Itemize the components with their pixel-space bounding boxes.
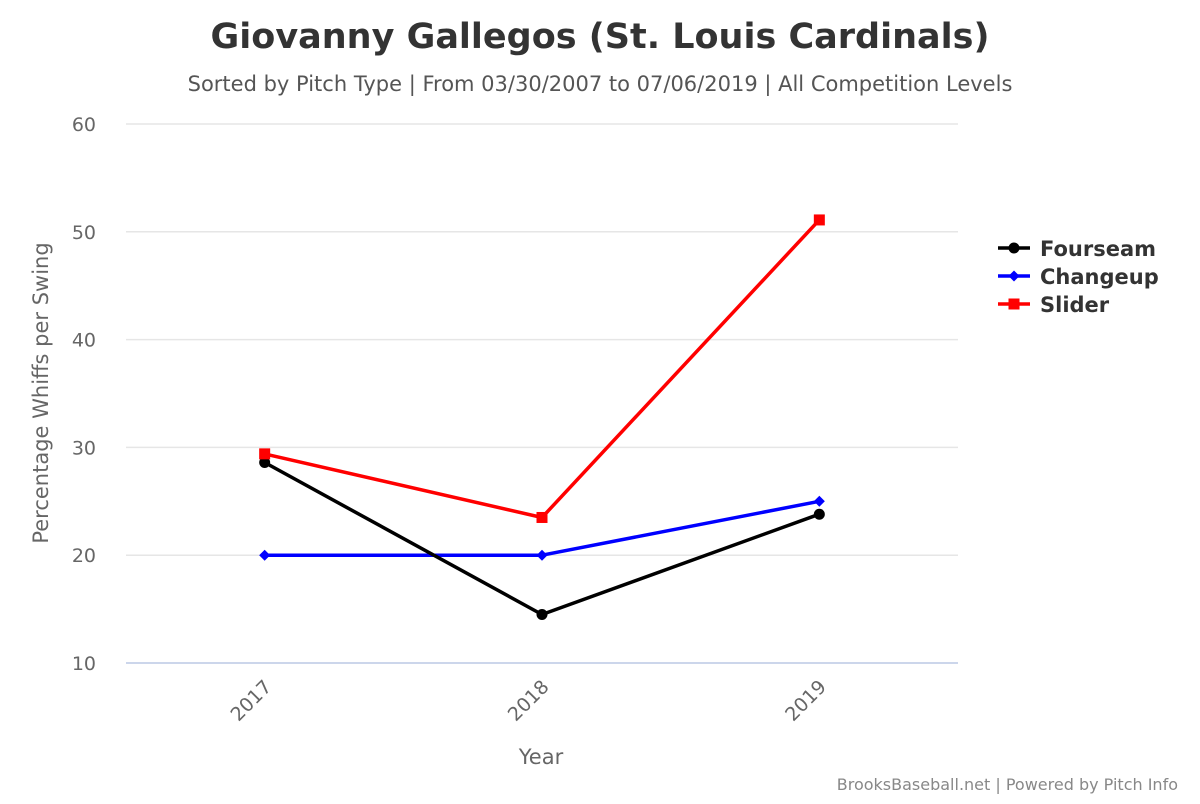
y-tick-label: 40 bbox=[72, 330, 96, 352]
y-axis-label: Percentage Whiffs per Swing bbox=[29, 242, 53, 543]
y-tick-label: 50 bbox=[72, 222, 96, 244]
gridlines bbox=[126, 123, 958, 664]
chart-subtitle: Sorted by Pitch Type | From 03/30/2007 t… bbox=[188, 72, 1013, 97]
series-line-fourseam bbox=[262, 460, 822, 617]
legend-marker bbox=[1008, 270, 1020, 282]
x-tick-label: 2017 bbox=[226, 676, 276, 726]
legend-item-slider[interactable]: Slider bbox=[998, 293, 1110, 317]
y-axis: 10 20 30 40 50 60 bbox=[72, 114, 96, 675]
series-fourseam bbox=[259, 456, 825, 620]
data-point-fourseam bbox=[259, 456, 271, 468]
data-point-changeup bbox=[536, 549, 548, 561]
y-tick-label: 60 bbox=[72, 114, 96, 136]
series bbox=[259, 214, 825, 620]
data-point-fourseam bbox=[536, 608, 548, 620]
series-changeup bbox=[259, 495, 825, 561]
data-point-fourseam bbox=[813, 508, 825, 520]
legend-label: Slider bbox=[1040, 293, 1110, 317]
chart-title: Giovanny Gallegos (St. Louis Cardinals) bbox=[211, 17, 990, 57]
data-point-slider bbox=[259, 448, 271, 460]
y-tick-label: 30 bbox=[72, 437, 96, 459]
legend-label: Changeup bbox=[1040, 265, 1159, 289]
x-tick-label: 2019 bbox=[781, 676, 831, 726]
x-tick-label: 2018 bbox=[504, 676, 554, 726]
x-axis: 2017 2018 2019 bbox=[226, 676, 830, 726]
legend-item-changeup[interactable]: Changeup bbox=[998, 265, 1159, 289]
series-line-slider bbox=[262, 218, 822, 520]
legend: Fourseam Changeup Slider bbox=[998, 237, 1159, 317]
data-point-changeup bbox=[813, 495, 825, 507]
y-tick-label: 20 bbox=[72, 545, 96, 567]
legend-label: Fourseam bbox=[1040, 237, 1156, 261]
legend-marker bbox=[1008, 242, 1020, 254]
data-point-slider bbox=[536, 511, 548, 523]
legend-item-fourseam[interactable]: Fourseam bbox=[998, 237, 1156, 261]
y-tick-label: 10 bbox=[72, 653, 96, 675]
series-slider bbox=[259, 214, 825, 523]
legend-marker bbox=[1008, 298, 1020, 310]
x-axis-label: Year bbox=[518, 745, 564, 769]
data-point-slider bbox=[813, 214, 825, 226]
chart-credits[interactable]: BrooksBaseball.net | Powered by Pitch In… bbox=[837, 775, 1178, 794]
data-point-changeup bbox=[259, 549, 271, 561]
